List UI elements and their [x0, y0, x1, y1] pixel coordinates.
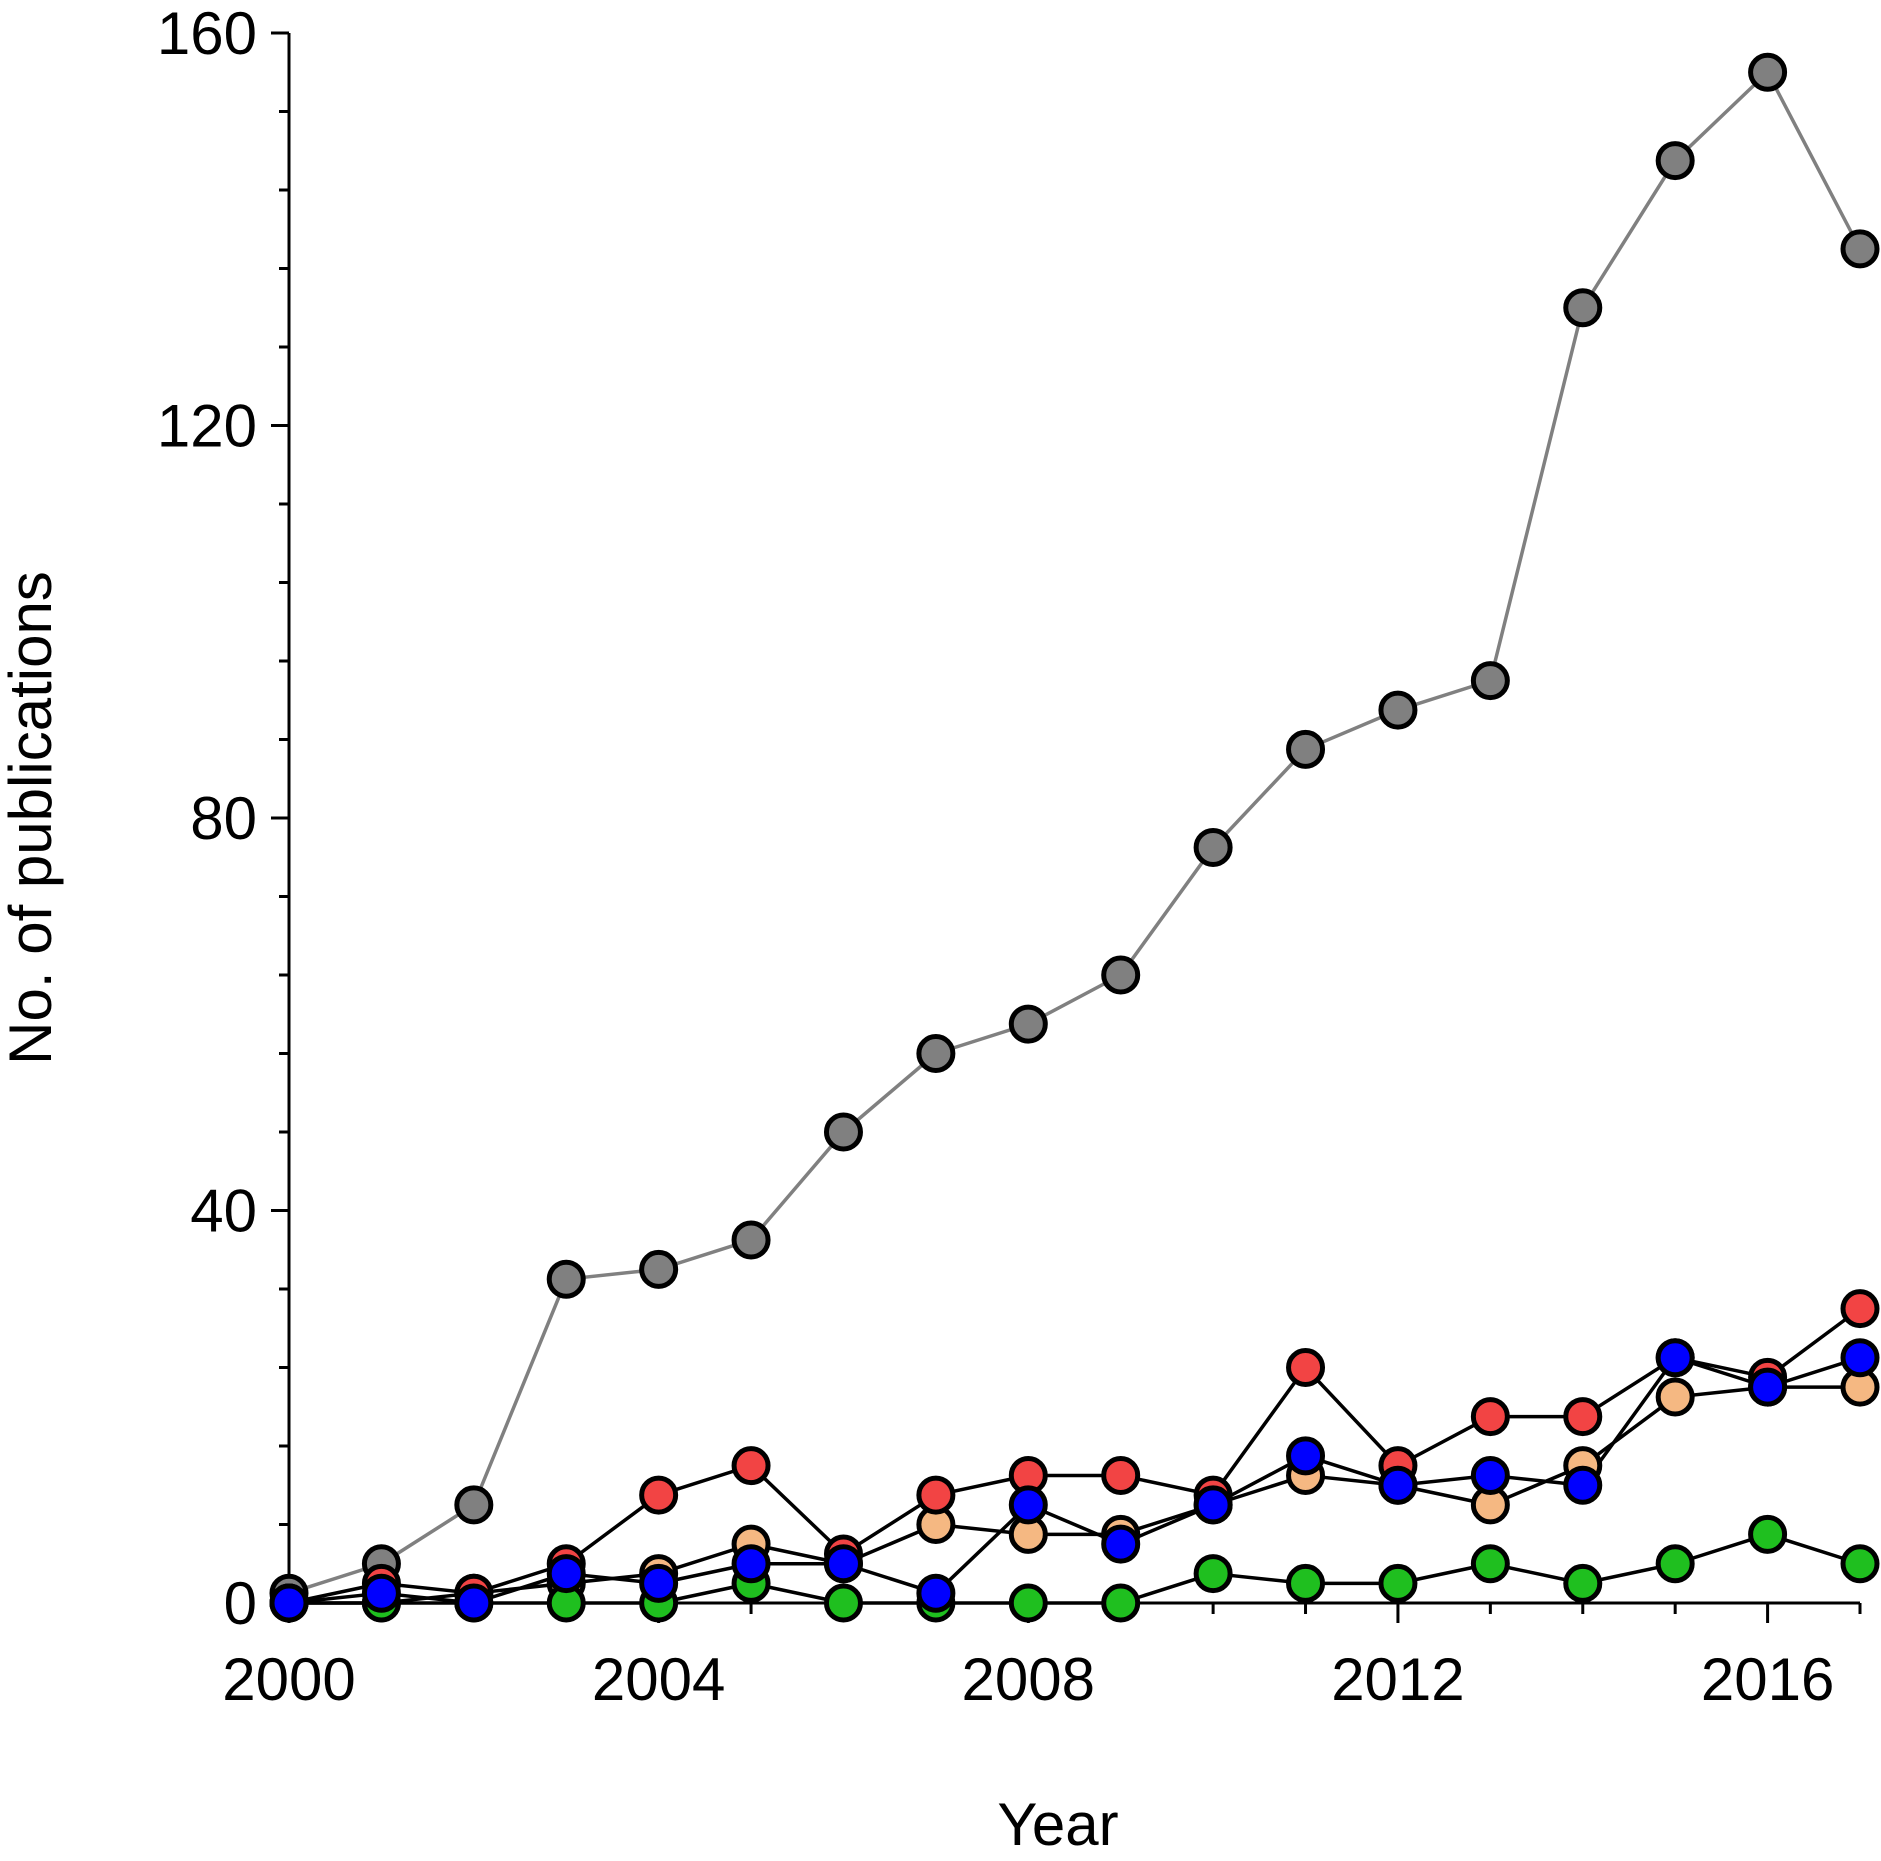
- x-tick-label: 2008: [962, 1646, 1095, 1713]
- y-tick-label: 0: [224, 1570, 257, 1637]
- series-0-point: [731, 1220, 771, 1260]
- series-2-point: [823, 1583, 863, 1623]
- series-4-point: [546, 1554, 586, 1594]
- series-4-point: [916, 1573, 956, 1613]
- series-0-point: [1563, 288, 1603, 328]
- series-2-point: [1378, 1563, 1418, 1603]
- series-0-point: [916, 1034, 956, 1073]
- series-2-point: [1008, 1583, 1048, 1623]
- series-0-point: [1470, 661, 1510, 701]
- series-0-point: [1193, 827, 1233, 867]
- series-4-point: [361, 1573, 401, 1613]
- series-4-point: [1840, 1338, 1880, 1378]
- series-3-point: [731, 1446, 771, 1486]
- series-0-point: [823, 1112, 863, 1152]
- series-3-point: [639, 1475, 679, 1515]
- series-0-line: [288, 70, 1862, 1595]
- series-0-point: [1286, 729, 1326, 769]
- series-0-point: [1840, 229, 1880, 269]
- y-axis-title: No. of publications: [0, 571, 64, 1065]
- series-2-point: [1286, 1563, 1326, 1603]
- series-0-point: [1101, 955, 1141, 995]
- series-0-point: [1748, 52, 1788, 92]
- y-tick-label: 40: [190, 1178, 257, 1245]
- series-3-point: [1286, 1348, 1326, 1387]
- series-4-point: [1286, 1436, 1326, 1476]
- series-layer: [269, 52, 1880, 1623]
- y-tick-label: 160: [157, 0, 257, 67]
- series-4-point: [1655, 1338, 1695, 1378]
- series-4-point: [454, 1583, 494, 1623]
- series-3-point: [1840, 1289, 1880, 1329]
- series-0-point: [454, 1485, 494, 1525]
- series-2-point: [1563, 1563, 1603, 1603]
- series-0-point: [546, 1259, 586, 1299]
- series-2-line: [289, 1532, 1861, 1605]
- x-tick-label: 2000: [222, 1646, 355, 1713]
- series-4-point: [1470, 1455, 1510, 1495]
- series-4-point: [269, 1583, 309, 1623]
- series-lines: [288, 70, 1862, 1605]
- x-axis-title: Year: [997, 1791, 1118, 1858]
- series-4-point: [1193, 1485, 1233, 1525]
- series-4-point: [1563, 1465, 1603, 1505]
- series-4-point: [1748, 1367, 1788, 1407]
- series-0-point: [1008, 1004, 1048, 1044]
- series-2-point: [1748, 1514, 1788, 1554]
- series-2-point: [1655, 1544, 1695, 1584]
- series-2-point: [1193, 1554, 1233, 1594]
- series-4-point: [1101, 1524, 1141, 1564]
- series-4-point: [1378, 1465, 1418, 1505]
- series-0-point: [639, 1249, 679, 1289]
- series-2-point: [1840, 1544, 1880, 1584]
- x-tick-label: 2012: [1331, 1646, 1464, 1713]
- x-tick-label: 2016: [1701, 1646, 1834, 1713]
- series-3-point: [1101, 1455, 1141, 1495]
- series-4-line: [288, 1355, 1861, 1605]
- series-4-point: [823, 1544, 863, 1584]
- series-4-point: [639, 1563, 679, 1603]
- series-2-point: [1101, 1583, 1141, 1623]
- series-3-line: [288, 1307, 1862, 1605]
- series-4-point: [731, 1544, 771, 1584]
- series-0-point: [1378, 690, 1418, 730]
- series-3-point: [916, 1475, 956, 1515]
- x-tick-label: 2004: [592, 1646, 725, 1713]
- y-tick-label: 120: [157, 393, 257, 460]
- series-2-point: [1470, 1544, 1510, 1584]
- series-markers: [269, 52, 1880, 1623]
- series-1-point: [1655, 1377, 1695, 1417]
- series-1-line: [289, 1385, 1860, 1605]
- axes: 0 40 80 120 160 2000 2004 2008 2012 2016: [157, 0, 1862, 1713]
- series-0-point: [1655, 141, 1695, 181]
- y-tick-label: 80: [190, 785, 257, 852]
- series-3-point: [1470, 1397, 1510, 1437]
- series-3-point: [1563, 1397, 1603, 1437]
- series-4-point: [1008, 1485, 1048, 1525]
